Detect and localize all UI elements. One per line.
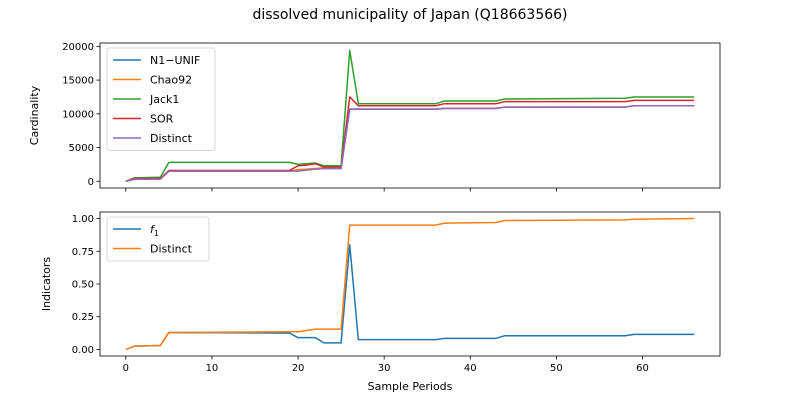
legend-entry: Jack1	[149, 93, 179, 106]
legend-entry: f1	[150, 223, 159, 238]
x-tick-label: 10	[206, 363, 219, 374]
x-tick-label: 0	[123, 363, 129, 374]
x-tick-label: 30	[378, 363, 391, 374]
y-tick-label: 0	[88, 177, 94, 188]
chart-title: dissolved municipality of Japan (Q186635…	[252, 7, 567, 23]
legend-box	[106, 47, 216, 151]
y-tick-label: 1.00	[72, 214, 94, 225]
y-axis-label: Cardinality	[28, 85, 41, 145]
series-line-1	[125, 217, 695, 351]
y-tick-label: 0.00	[72, 345, 94, 356]
y-tick-label: 20000	[62, 42, 94, 53]
x-tick-label: 20	[292, 363, 305, 374]
y-tick-label: 15000	[62, 76, 94, 87]
legend-entry: N1−UNIF	[150, 54, 200, 67]
x-tick-label: 50	[550, 363, 563, 374]
series-line-0	[125, 243, 695, 351]
series-line-4	[125, 104, 695, 182]
legend-box	[106, 216, 210, 262]
series-lines	[125, 217, 695, 351]
x-tick-label: 40	[464, 363, 477, 374]
legend-entry: Distinct	[150, 243, 193, 256]
legend-entry: SOR	[150, 113, 174, 126]
x-axis-label: Sample Periods	[368, 380, 453, 393]
y-tick-label: 0.50	[72, 280, 94, 291]
series-lines	[125, 49, 695, 182]
indicators-panel: 0.00 0.25 0.50 0.75 1.00 0 10 20 30 40 50 60 Indicat…	[40, 211, 721, 393]
x-tick-label: 60	[636, 363, 649, 374]
y-tick-label: 0.75	[72, 247, 94, 258]
cardinality-panel: 0 5000 10000 15000 20000 Cardinality N1−UNIF Ch…	[28, 42, 721, 192]
y-tick-label: 10000	[62, 109, 94, 120]
legend-entry: Distinct	[150, 132, 193, 145]
y-axis-label: Indicators	[40, 257, 53, 312]
axes-frame	[99, 42, 721, 189]
series-line-2	[125, 49, 695, 182]
legend-entry: Chao92	[150, 74, 192, 87]
y-tick-label: 5000	[69, 143, 94, 154]
y-tick-label: 0.25	[72, 312, 94, 323]
